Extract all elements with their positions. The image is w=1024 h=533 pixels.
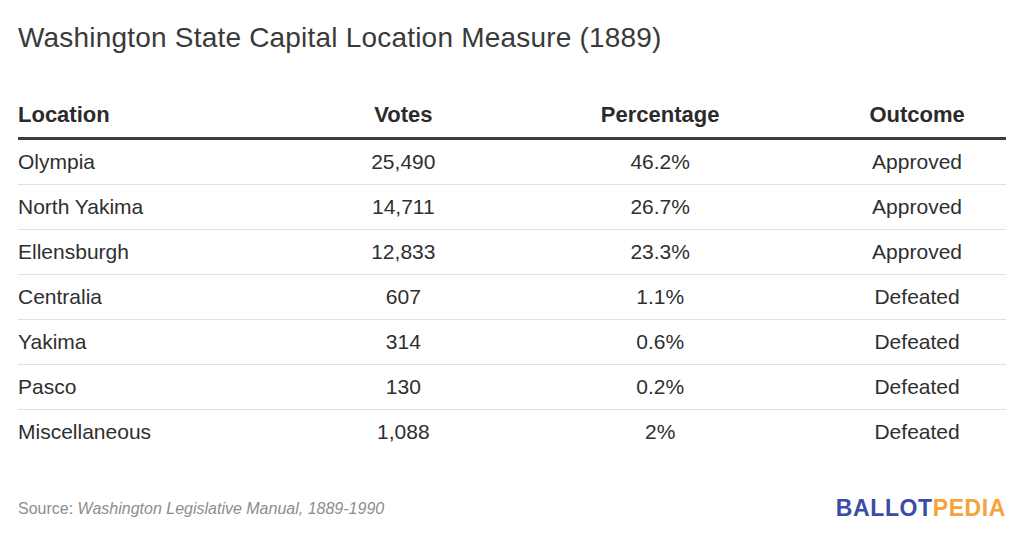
cell-votes: 14,711 <box>314 185 492 230</box>
cell-outcome: Approved <box>828 185 1006 230</box>
cell-outcome: Defeated <box>828 275 1006 320</box>
table-row: Centralia6071.1%Defeated <box>18 275 1006 320</box>
column-header-location: Location <box>18 92 314 139</box>
cell-percentage: 26.7% <box>492 185 828 230</box>
cell-percentage: 2% <box>492 410 828 455</box>
cell-percentage: 46.2% <box>492 139 828 185</box>
table-row: Miscellaneous1,0882%Defeated <box>18 410 1006 455</box>
source-prefix: Source: <box>18 500 73 517</box>
table-row: Ellensburgh12,83323.3%Approved <box>18 230 1006 275</box>
table-header-row: Location Votes Percentage Outcome <box>18 92 1006 139</box>
cell-votes: 25,490 <box>314 139 492 185</box>
source-title: Washington Legislative Manual, 1889-1990 <box>78 500 385 517</box>
cell-location: Yakima <box>18 320 314 365</box>
table-row: Olympia25,49046.2%Approved <box>18 139 1006 185</box>
cell-location: Olympia <box>18 139 314 185</box>
cell-percentage: 0.6% <box>492 320 828 365</box>
cell-outcome: Approved <box>828 230 1006 275</box>
footer: Source: Washington Legislative Manual, 1… <box>18 495 1006 522</box>
cell-votes: 130 <box>314 365 492 410</box>
cell-location: Centralia <box>18 275 314 320</box>
cell-percentage: 23.3% <box>492 230 828 275</box>
cell-location: North Yakima <box>18 185 314 230</box>
cell-location: Miscellaneous <box>18 410 314 455</box>
logo-text-pedia: PEDIA <box>933 495 1006 521</box>
page-title: Washington State Capital Location Measur… <box>18 0 1006 54</box>
cell-votes: 1,088 <box>314 410 492 455</box>
cell-percentage: 0.2% <box>492 365 828 410</box>
cell-outcome: Defeated <box>828 410 1006 455</box>
cell-outcome: Defeated <box>828 320 1006 365</box>
cell-votes: 12,833 <box>314 230 492 275</box>
column-header-votes: Votes <box>314 92 492 139</box>
cell-votes: 314 <box>314 320 492 365</box>
cell-outcome: Defeated <box>828 365 1006 410</box>
table-row: Yakima3140.6%Defeated <box>18 320 1006 365</box>
logo-text-ballot: BALLOT <box>836 495 933 521</box>
source-line: Source: Washington Legislative Manual, 1… <box>18 500 384 518</box>
cell-location: Pasco <box>18 365 314 410</box>
cell-location: Ellensburgh <box>18 230 314 275</box>
cell-votes: 607 <box>314 275 492 320</box>
ballotpedia-logo: BALLOTPEDIA <box>836 495 1006 522</box>
results-table: Location Votes Percentage Outcome Olympi… <box>18 92 1006 454</box>
cell-outcome: Approved <box>828 139 1006 185</box>
table-row: North Yakima14,71126.7%Approved <box>18 185 1006 230</box>
infographic-card: Washington State Capital Location Measur… <box>0 0 1024 533</box>
column-header-outcome: Outcome <box>828 92 1006 139</box>
cell-percentage: 1.1% <box>492 275 828 320</box>
column-header-percentage: Percentage <box>492 92 828 139</box>
table-row: Pasco1300.2%Defeated <box>18 365 1006 410</box>
